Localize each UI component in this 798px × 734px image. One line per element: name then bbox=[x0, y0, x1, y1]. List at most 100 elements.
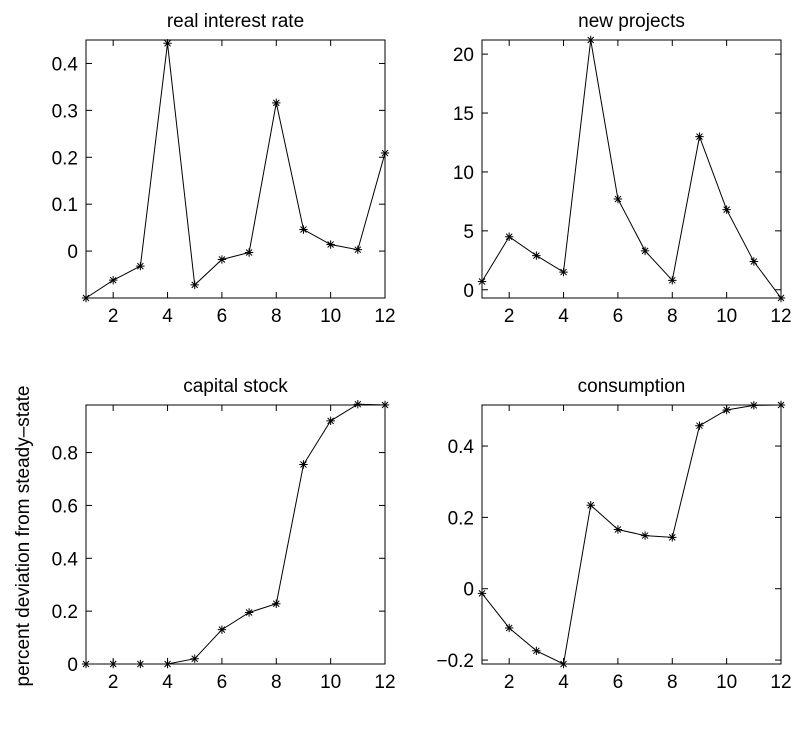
new-projects-ytick-label: 0 bbox=[463, 281, 474, 302]
capital-stock-ytick-label: 0.2 bbox=[52, 602, 78, 623]
new-projects-xtick-label: 10 bbox=[716, 306, 737, 327]
capital-stock-panel: capital stock 2 4 6 8 10 12 0 0.2 0.4 0.6 0.8 bbox=[52, 376, 396, 693]
consumption-ytick-label: 0 bbox=[463, 580, 474, 601]
real-interest-rate-ytick-label: 0.4 bbox=[52, 54, 79, 75]
consumption-data-point bbox=[477, 589, 487, 598]
capital-stock-ytick-label: 0 bbox=[67, 655, 78, 676]
capital-stock-xtick-label: 4 bbox=[162, 672, 173, 693]
capital-stock-data-point bbox=[353, 400, 363, 409]
new-projects-xtick-label: 6 bbox=[613, 306, 624, 327]
consumption-ytick-label: 0.4 bbox=[448, 437, 475, 458]
capital-stock-ytick-label: 0.8 bbox=[52, 444, 78, 465]
real-interest-rate-xtick-label: 6 bbox=[217, 306, 228, 327]
figure-ylabel: percent deviation from steady–state bbox=[13, 385, 34, 686]
consumption-data-point bbox=[695, 421, 704, 430]
new-projects-title: new projects bbox=[578, 11, 685, 32]
real-interest-rate-ytick-label: 0.3 bbox=[52, 101, 78, 122]
real-interest-rate-panel: real interest rate 2 4 6 8 10 12 0 0.1 0.2 0.3 0.4 bbox=[52, 11, 396, 327]
capital-stock-data-point bbox=[326, 416, 335, 426]
capital-stock-data-point bbox=[299, 460, 308, 469]
real-interest-rate-data-point bbox=[136, 261, 145, 271]
capital-stock-data-point bbox=[108, 659, 118, 669]
new-projects-xtick-label: 4 bbox=[558, 306, 569, 327]
consumption-series-line bbox=[481, 404, 782, 665]
new-projects-ytick-label: 5 bbox=[463, 222, 474, 243]
consumption-xtick-label: 4 bbox=[558, 672, 569, 693]
real-interest-rate-xtick-label: 10 bbox=[320, 306, 341, 327]
consumption-ytick-label: 0.2 bbox=[448, 508, 474, 529]
consumption-xtick-label: 10 bbox=[716, 672, 737, 693]
consumption-axes-box bbox=[481, 404, 782, 665]
capital-stock-data-point bbox=[272, 599, 281, 608]
capital-stock-xtick-label: 8 bbox=[271, 672, 282, 693]
new-projects-data-point bbox=[504, 232, 514, 241]
consumption-xtick-label: 2 bbox=[504, 672, 515, 693]
capital-stock-data-point bbox=[81, 659, 91, 669]
real-interest-rate-data-point bbox=[299, 225, 308, 234]
new-projects-data-point bbox=[613, 194, 623, 204]
real-interest-rate-data-point bbox=[163, 39, 172, 48]
real-interest-rate-title: real interest rate bbox=[167, 11, 304, 32]
new-projects-data-point bbox=[586, 35, 595, 45]
real-interest-rate-data-point bbox=[272, 98, 281, 108]
consumption-data-point bbox=[668, 533, 677, 542]
new-projects-xtick-label: 12 bbox=[770, 306, 791, 327]
capital-stock-xtick-label: 6 bbox=[217, 672, 228, 693]
new-projects-data-point bbox=[640, 246, 650, 256]
new-projects-data-point bbox=[477, 277, 487, 286]
consumption-xtick-label: 8 bbox=[667, 672, 678, 693]
new-projects-axes-box bbox=[481, 39, 782, 299]
real-interest-rate-ytick-label: 0.2 bbox=[52, 148, 78, 169]
real-interest-rate-xtick-label: 12 bbox=[374, 306, 395, 327]
consumption-data-point bbox=[640, 531, 650, 540]
consumption-data-point bbox=[749, 401, 759, 410]
capital-stock-series-line bbox=[86, 403, 386, 665]
capital-stock-xtick-label: 12 bbox=[374, 672, 395, 693]
new-projects-xtick-label: 8 bbox=[667, 306, 678, 327]
capital-stock-data-point bbox=[136, 659, 145, 669]
real-interest-rate-data-point bbox=[81, 293, 91, 303]
consumption-ytick-label: −0.2 bbox=[436, 651, 474, 672]
new-projects-data-point bbox=[722, 205, 731, 214]
consumption-title: consumption bbox=[578, 376, 686, 397]
consumption-data-point bbox=[613, 525, 623, 534]
capital-stock-data-point bbox=[163, 659, 172, 669]
real-interest-rate-data-point bbox=[380, 148, 390, 158]
capital-stock-data-point bbox=[380, 400, 390, 410]
real-interest-rate-axes-box bbox=[85, 39, 386, 299]
capital-stock-ytick-label: 0.6 bbox=[52, 496, 78, 517]
consumption-panel: consumption 2 4 6 8 10 12 −0.2 0 0.2 0.4 bbox=[436, 376, 791, 693]
real-interest-rate-ytick-label: 0.1 bbox=[52, 195, 78, 216]
real-interest-rate-data-point bbox=[244, 248, 254, 257]
real-interest-rate-data-point bbox=[217, 255, 227, 264]
new-projects-data-point bbox=[668, 276, 677, 285]
new-projects-ytick-label: 20 bbox=[453, 45, 474, 66]
new-projects-data-point bbox=[532, 251, 541, 260]
real-interest-rate-xtick-label: 4 bbox=[162, 306, 173, 327]
consumption-data-point bbox=[559, 659, 568, 669]
real-interest-rate-xtick-label: 8 bbox=[271, 306, 282, 327]
consumption-xtick-label: 12 bbox=[770, 672, 791, 693]
real-interest-rate-data-point bbox=[353, 245, 363, 254]
consumption-data-point bbox=[722, 405, 731, 415]
capital-stock-ytick-label: 0.4 bbox=[52, 549, 79, 570]
new-projects-xtick-label: 2 bbox=[504, 306, 515, 327]
new-projects-panel: new projects 2 4 6 8 10 12 0 5 10 15 20 bbox=[453, 11, 792, 327]
consumption-data-point bbox=[532, 646, 541, 655]
consumption-data-point bbox=[504, 623, 514, 633]
capital-stock-xtick-label: 10 bbox=[320, 672, 341, 693]
new-projects-ytick-label: 10 bbox=[453, 163, 474, 184]
capital-stock-axes-box bbox=[85, 404, 386, 665]
capital-stock-data-point bbox=[217, 625, 227, 634]
new-projects-data-point bbox=[695, 132, 704, 141]
new-projects-ytick-label: 15 bbox=[453, 104, 474, 125]
real-interest-rate-xtick-label: 2 bbox=[108, 306, 119, 327]
consumption-xtick-label: 6 bbox=[613, 672, 624, 693]
new-projects-data-point bbox=[749, 257, 759, 266]
capital-stock-data-point bbox=[244, 608, 254, 617]
new-projects-data-point bbox=[559, 267, 568, 277]
real-interest-rate-series-line bbox=[85, 43, 386, 299]
real-interest-rate-data-point bbox=[326, 240, 335, 249]
capital-stock-title: capital stock bbox=[183, 376, 288, 397]
